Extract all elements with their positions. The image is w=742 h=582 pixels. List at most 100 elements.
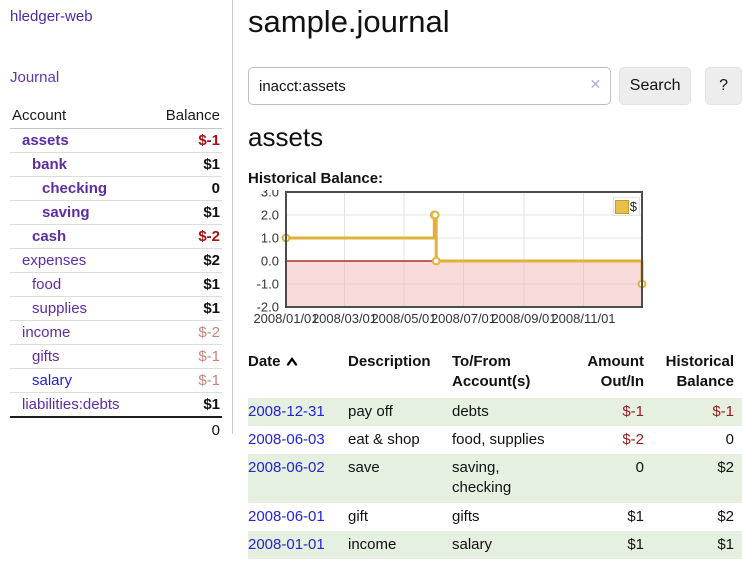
transaction-description: eat & shop bbox=[348, 430, 420, 448]
chart-title: Historical Balance: bbox=[248, 170, 384, 187]
search-button[interactable]: Search bbox=[619, 67, 692, 105]
account-balance: 0 bbox=[211, 180, 220, 197]
account-row: liabilities:debts $1 bbox=[10, 393, 222, 418]
accounts-header-balance: Balance bbox=[165, 107, 220, 124]
register-column-header[interactable]: Date bbox=[248, 350, 348, 398]
app-title-link[interactable]: hledger-web bbox=[10, 8, 93, 25]
transaction-balance: $-1 bbox=[712, 402, 734, 420]
account-row: food $1 bbox=[10, 273, 222, 297]
account-row: expenses $2 bbox=[10, 249, 222, 273]
svg-text:2008/07/01: 2008/07/01 bbox=[431, 311, 496, 326]
accounts-header-account: Account bbox=[12, 107, 67, 124]
transaction-amount: $-1 bbox=[622, 402, 644, 420]
sort-ascending-icon[interactable] bbox=[286, 352, 298, 372]
transaction-accounts: food, supplies bbox=[452, 430, 545, 448]
account-balance: $1 bbox=[203, 156, 220, 173]
svg-text:-2.0: -2.0 bbox=[257, 300, 279, 315]
account-row: saving $1 bbox=[10, 201, 222, 225]
transaction-amount: 0 bbox=[635, 459, 644, 476]
account-balance: $-2 bbox=[198, 228, 220, 245]
legend-swatch-icon bbox=[614, 199, 629, 214]
transaction-balance: $2 bbox=[717, 459, 734, 476]
register-column-header: Description bbox=[348, 353, 431, 370]
sidebar: hledger-web Journal Account Balance asse… bbox=[0, 0, 233, 439]
register-header-row: Date Description To/From Account(s) Amount … bbox=[248, 350, 742, 398]
account-balance: $1 bbox=[203, 300, 220, 317]
transaction-date-link[interactable]: 2008-06-03 bbox=[248, 430, 325, 448]
svg-text:2008/05/01: 2008/05/01 bbox=[371, 311, 436, 326]
transaction-balance: $1 bbox=[717, 535, 734, 553]
account-balance: $1 bbox=[203, 204, 220, 221]
account-row: salary $-1 bbox=[10, 369, 222, 393]
account-link[interactable]: income bbox=[22, 324, 71, 341]
transaction-row: 2008-12-31 pay off debts $-1 $-1 bbox=[248, 397, 742, 426]
account-link[interactable]: cash bbox=[32, 228, 67, 245]
account-link[interactable]: assets bbox=[22, 132, 69, 149]
account-link[interactable]: supplies bbox=[32, 300, 88, 317]
svg-text:1.0: 1.0 bbox=[261, 231, 279, 246]
account-row: checking 0 bbox=[10, 177, 222, 201]
account-link[interactable]: gifts bbox=[32, 348, 60, 365]
legend-label: $ bbox=[629, 199, 637, 214]
svg-text:2.0: 2.0 bbox=[261, 208, 279, 223]
transaction-date-link[interactable]: 2008-06-02 bbox=[248, 459, 325, 476]
transaction-date-link[interactable]: 2008-01-01 bbox=[248, 535, 325, 553]
sidebar-item-journal[interactable]: Journal bbox=[10, 69, 60, 86]
register-column-header: Historical Balance bbox=[665, 353, 734, 391]
chart-legend: $ bbox=[612, 197, 640, 216]
account-balance: $1 bbox=[203, 276, 220, 293]
account-row: gifts $-1 bbox=[10, 345, 222, 369]
transaction-description: save bbox=[348, 459, 380, 476]
account-link[interactable]: liabilities:debts bbox=[22, 396, 120, 413]
account-link[interactable]: checking bbox=[42, 180, 108, 197]
account-balance: $2 bbox=[203, 252, 220, 269]
account-row: supplies $1 bbox=[10, 297, 222, 321]
search-box: ✕ bbox=[248, 67, 612, 105]
svg-text:2008/01/01: 2008/01/01 bbox=[253, 311, 318, 326]
account-row: assets $-1 bbox=[10, 129, 222, 153]
register-table: Date Description To/From Account(s) Amount … bbox=[248, 350, 742, 559]
account-link[interactable]: food bbox=[32, 276, 62, 293]
transaction-accounts: saving, checking bbox=[452, 459, 512, 497]
svg-text:3.0: 3.0 bbox=[261, 190, 279, 200]
account-balance: $-1 bbox=[198, 348, 220, 365]
transaction-date-link[interactable]: 2008-06-01 bbox=[248, 507, 325, 525]
account-balance: $-1 bbox=[198, 372, 220, 389]
account-balance: $-1 bbox=[198, 132, 220, 149]
transaction-date-link[interactable]: 2008-12-31 bbox=[248, 402, 325, 420]
transaction-row: 2008-06-02 save saving, checking 0 $2 bbox=[248, 454, 742, 503]
page-title: sample.journal bbox=[248, 4, 450, 39]
account-balance: $1 bbox=[203, 396, 220, 413]
transaction-amount: $-2 bbox=[622, 430, 644, 448]
register-column-header: Amount Out/In bbox=[587, 353, 644, 391]
account-link[interactable]: salary bbox=[32, 372, 73, 389]
clear-search-icon[interactable]: ✕ bbox=[589, 76, 602, 92]
transaction-description: pay off bbox=[348, 402, 393, 420]
transaction-balance: 0 bbox=[725, 430, 734, 448]
svg-text:-1.0: -1.0 bbox=[257, 277, 279, 292]
transaction-row: 2008-06-03 eat & shop food, supplies $-2 0 bbox=[248, 426, 742, 454]
transaction-accounts: gifts bbox=[452, 507, 480, 525]
svg-text:2008/03/01: 2008/03/01 bbox=[312, 311, 377, 326]
account-heading: assets bbox=[248, 122, 324, 152]
transaction-balance: $2 bbox=[717, 507, 734, 525]
account-link[interactable]: saving bbox=[42, 204, 90, 221]
accounts-header-row: Account Balance bbox=[10, 104, 222, 129]
account-link[interactable]: bank bbox=[32, 156, 68, 173]
account-row: cash $-2 bbox=[10, 225, 222, 249]
account-link[interactable]: expenses bbox=[22, 252, 87, 269]
main-content: sample.journal ✕ Search ? assets Histori… bbox=[248, 0, 742, 559]
account-balance: $-2 bbox=[198, 324, 220, 341]
search-bar: ✕ Search ? bbox=[248, 67, 742, 105]
account-row: bank $1 bbox=[10, 153, 222, 177]
help-button[interactable]: ? bbox=[705, 67, 742, 105]
transaction-row: 2008-06-01 gift gifts $1 $2 bbox=[248, 503, 742, 531]
account-row: income $-2 bbox=[10, 321, 222, 345]
svg-text:0.0: 0.0 bbox=[261, 254, 279, 269]
accounts-total-balance: 0 bbox=[211, 422, 220, 439]
transaction-accounts: salary bbox=[452, 535, 493, 553]
transaction-description: income bbox=[348, 535, 397, 553]
register-column-header: To/From Account(s) bbox=[452, 353, 531, 391]
search-input[interactable] bbox=[248, 67, 612, 105]
